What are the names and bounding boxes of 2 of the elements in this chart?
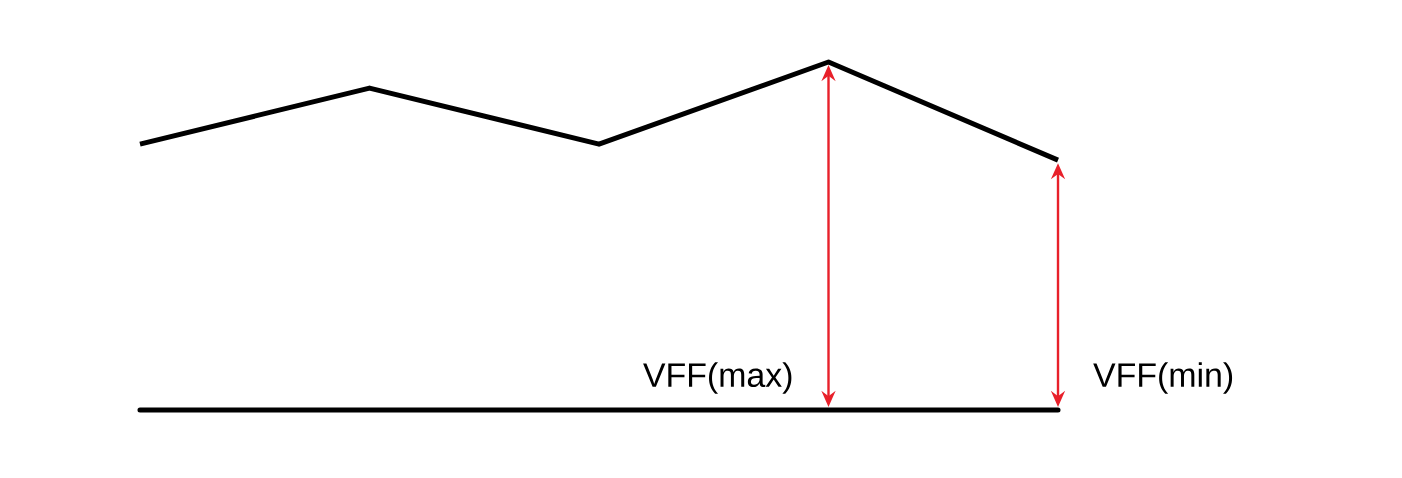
text: VFF(min) — [1093, 362, 1233, 394]
annotation: VFF(max) — [643, 362, 792, 394]
